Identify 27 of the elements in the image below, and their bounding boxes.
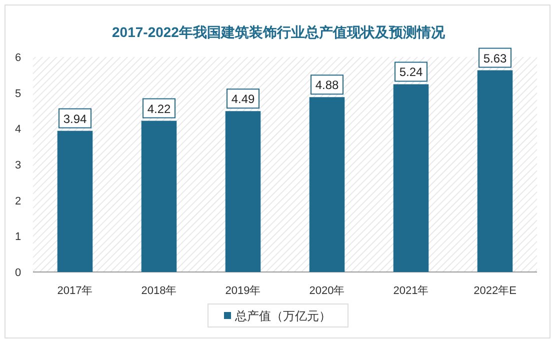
x-tick-label: 2018年 [141, 285, 177, 297]
x-tick-label: 2020年 [309, 285, 345, 297]
bar [141, 120, 177, 272]
chart-title: 2017-2022年我国建筑装饰行业总产值现状及预测情况 [112, 24, 446, 40]
data-label: 5.24 [399, 65, 423, 80]
bar [309, 97, 345, 272]
y-tick-label: 4 [14, 124, 22, 136]
bar [393, 84, 429, 272]
y-tick-label: 5 [14, 88, 22, 100]
data-label: 5.63 [483, 51, 507, 66]
bar [477, 70, 513, 272]
data-label: 4.88 [315, 78, 339, 92]
y-tick-label: 1 [14, 231, 22, 244]
data-label: 3.94 [63, 112, 87, 126]
x-tick-label: 2021年 [393, 285, 429, 297]
y-tick-label: 6 [14, 52, 22, 64]
bar [225, 111, 261, 272]
data-label: 4.22 [147, 102, 171, 116]
data-label: 4.49 [231, 92, 255, 106]
y-tick-label: 3 [14, 160, 22, 172]
bar [57, 130, 93, 272]
x-tick-label: 2019年 [225, 285, 261, 297]
y-tick-label: 2 [14, 195, 22, 208]
y-tick-label: 0 [14, 267, 22, 279]
x-tick-label: 2022年E [474, 285, 516, 297]
legend-label: 总产值（万亿元） [234, 309, 331, 323]
x-tick-label: 2017年 [57, 285, 93, 297]
